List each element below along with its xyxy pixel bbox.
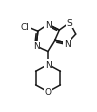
Text: N: N — [33, 42, 40, 51]
Text: N: N — [45, 60, 51, 69]
Text: S: S — [67, 19, 72, 28]
Text: O: O — [45, 87, 52, 96]
Text: N: N — [45, 21, 51, 30]
Text: Cl: Cl — [21, 22, 30, 31]
Text: N: N — [64, 39, 71, 48]
